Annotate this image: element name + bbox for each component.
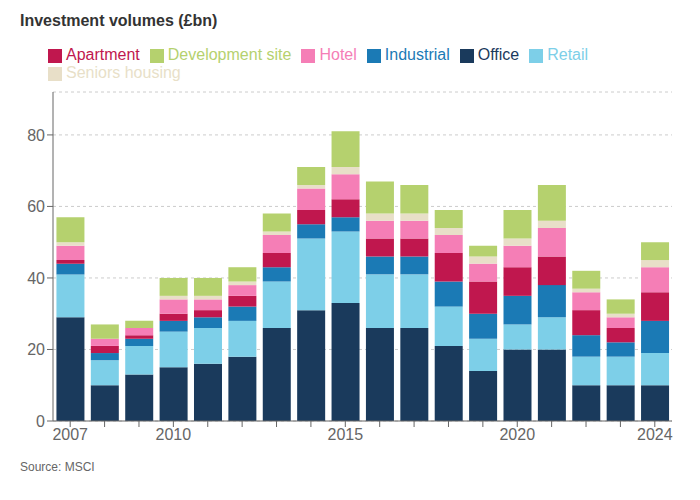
html-text:Office: Office	[477, 46, 520, 63]
svg-text:20: 20	[27, 341, 45, 358]
html-text:Apartment: Apartment	[66, 46, 140, 63]
html-text:Development site: Development site	[167, 46, 292, 63]
svg-text:0: 0	[36, 413, 45, 430]
svg-text:60: 60	[27, 198, 45, 215]
svg-text:2007: 2007	[52, 426, 88, 443]
svg-text:2024: 2024	[637, 426, 673, 443]
html-text:Industrial: Industrial	[384, 46, 450, 63]
svg-text:2010: 2010	[156, 426, 192, 443]
svg-text:80: 80	[27, 127, 45, 144]
html-text:Seniors housing: Seniors housing	[66, 64, 181, 81]
svg-text:40: 40	[27, 270, 45, 287]
svg-text:2020: 2020	[499, 426, 535, 443]
html-text:Source: MSCI: Source: MSCI	[20, 460, 95, 474]
svg-text:2015: 2015	[328, 426, 364, 443]
html-text:Investment volumes (£bn): Investment volumes (£bn)	[20, 12, 218, 29]
html-text:Hotel: Hotel	[319, 46, 357, 63]
html-text:Retail: Retail	[547, 46, 589, 63]
